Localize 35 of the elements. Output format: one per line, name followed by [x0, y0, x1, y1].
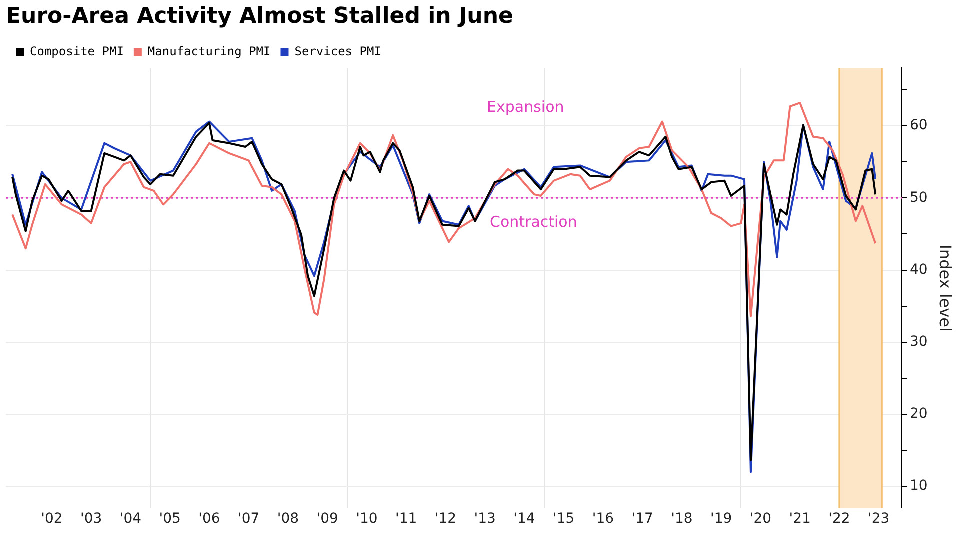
x-tick-label: '19 [710, 511, 732, 528]
x-tick-label: '20 [750, 511, 772, 528]
annotation: Expansion [487, 98, 564, 116]
x-tick-label: '16 [592, 511, 614, 528]
y-tick-label: 40 [910, 262, 928, 278]
x-tick-label: '10 [356, 511, 378, 528]
x-tick-label: '11 [395, 511, 418, 528]
y-axis-title: Index level [936, 244, 956, 332]
legend-label: Services PMI [294, 44, 382, 59]
y-tick-label: 60 [910, 118, 928, 134]
x-tick-label: '17 [632, 511, 654, 528]
legend-label: Composite PMI [30, 44, 124, 59]
x-tick-label: '23 [868, 511, 890, 528]
y-tick-label: 30 [910, 334, 928, 350]
legend-label: Manufacturing PMI [148, 44, 271, 59]
x-tick-label: '13 [474, 511, 496, 528]
chart-title: Euro-Area Activity Almost Stalled in June [6, 4, 514, 29]
x-tick-label: '02 [41, 511, 63, 528]
x-tick-label: '09 [316, 511, 338, 528]
x-tick-label: '05 [159, 511, 181, 528]
y-tick-label: 50 [910, 190, 928, 206]
y-tick-label: 10 [910, 478, 928, 494]
x-tick-label: '22 [828, 511, 850, 528]
x-tick-label: '18 [671, 511, 693, 528]
x-tick-label: '04 [120, 511, 142, 528]
x-tick-label: '03 [80, 511, 102, 528]
x-tick-label: '21 [789, 511, 811, 528]
x-tick-label: '07 [238, 511, 260, 528]
annotation: Contraction [490, 213, 578, 232]
y-tick-label: 20 [910, 406, 928, 422]
x-tick-label: '06 [198, 511, 220, 528]
x-tick-label: '12 [434, 511, 457, 528]
x-tick-label: '08 [277, 511, 300, 528]
x-tick-label: '15 [552, 511, 575, 528]
x-tick-label: '14 [514, 511, 536, 528]
